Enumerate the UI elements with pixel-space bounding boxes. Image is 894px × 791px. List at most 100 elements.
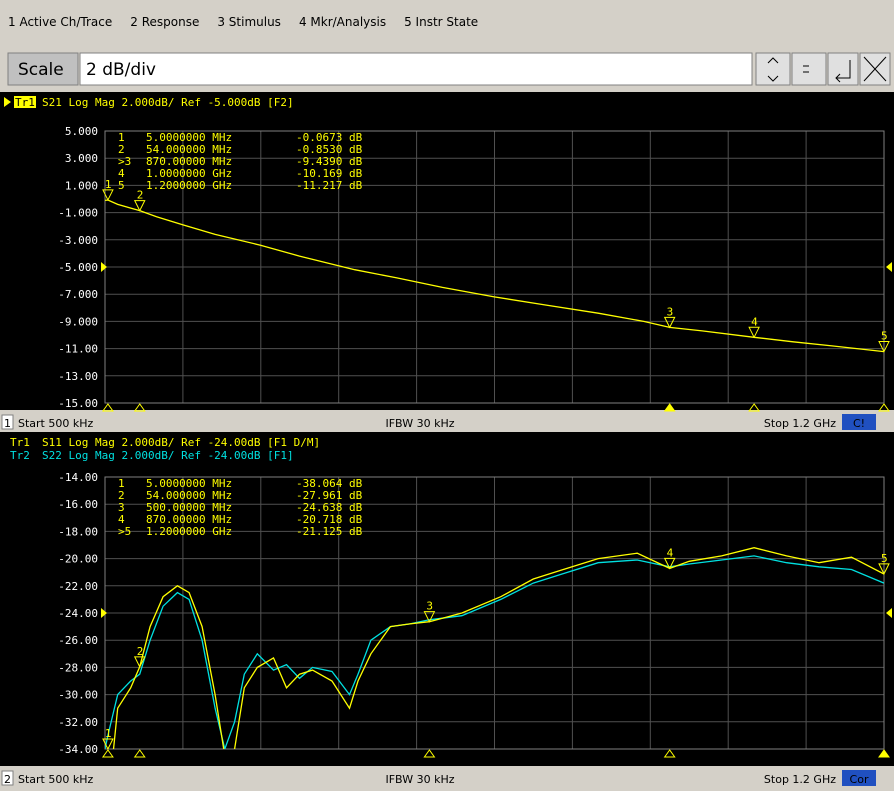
stimulus-marker bbox=[748, 403, 761, 412]
stimulus-marker bbox=[663, 403, 676, 412]
marker-response: -38.064 dB bbox=[296, 477, 363, 490]
y-tick-label: 3.000 bbox=[65, 152, 98, 165]
marker-response: -10.169 dB bbox=[296, 167, 363, 180]
y-tick-label: -32.00 bbox=[58, 716, 98, 729]
active-trace-badge bbox=[14, 96, 36, 108]
stimulus-marker bbox=[878, 749, 890, 758]
y-tick-label: -14.00 bbox=[58, 471, 98, 484]
trace bbox=[105, 199, 884, 353]
marker-response: -27.961 dB bbox=[296, 489, 363, 502]
marker-id: 1 bbox=[118, 131, 125, 144]
ref-arrow bbox=[101, 608, 107, 618]
trace bbox=[112, 547, 884, 749]
marker-id: >5 bbox=[118, 525, 131, 538]
menu-item[interactable]: 3 Stimulus bbox=[217, 15, 281, 29]
channel-box bbox=[1, 770, 14, 786]
stimulus-marker bbox=[133, 749, 146, 758]
ref-arrow bbox=[886, 262, 892, 272]
stimulus-marker bbox=[663, 749, 676, 758]
marker-stimulus: 5.0000000 MHz bbox=[146, 131, 232, 144]
y-tick-label: -34.00 bbox=[58, 743, 98, 756]
marker-number: 5 bbox=[881, 552, 888, 565]
ifbw: IFBW 30 kHz bbox=[385, 773, 454, 786]
y-tick-label: -22.00 bbox=[58, 580, 98, 593]
menu-bar bbox=[0, 0, 894, 42]
y-tick-label: -13.00 bbox=[58, 370, 98, 383]
marker-response: -11.217 dB bbox=[296, 179, 363, 192]
trace-header: S21 Log Mag 2.000dB/ Ref -5.000dB [F2] bbox=[42, 96, 294, 109]
marker-stimulus: 5.0000000 MHz bbox=[146, 477, 232, 490]
marker-stimulus: 870.00000 MHz bbox=[146, 513, 232, 526]
y-tick-label: -7.000 bbox=[58, 288, 98, 301]
marker-number: 3 bbox=[426, 600, 433, 613]
marker-id: 1 bbox=[118, 477, 125, 490]
stimulus-marker bbox=[133, 403, 146, 412]
marker-number: 1 bbox=[105, 727, 112, 740]
marker-stimulus: 870.00000 MHz bbox=[146, 155, 232, 168]
ref-arrow bbox=[101, 262, 107, 272]
y-tick-label: -18.00 bbox=[58, 525, 98, 538]
marker-response: -20.718 dB bbox=[296, 513, 363, 526]
marker-response: -24.638 dB bbox=[296, 501, 363, 514]
start-freq: Start 500 kHz bbox=[18, 773, 94, 786]
marker-id: 2 bbox=[118, 143, 125, 156]
spin-buttons[interactable] bbox=[755, 52, 891, 86]
trace-name: Tr2 bbox=[10, 449, 30, 462]
trace-header: S11 Log Mag 2.000dB/ Ref -24.00dB [F1 D/… bbox=[42, 436, 320, 449]
marker-number: 4 bbox=[667, 546, 674, 559]
y-tick-label: -26.00 bbox=[58, 634, 98, 647]
active-arrow bbox=[4, 97, 11, 107]
marker-number: 2 bbox=[137, 189, 144, 202]
ifbw: IFBW 30 kHz bbox=[385, 417, 454, 430]
menu-item[interactable]: 1 Active Ch/Trace bbox=[8, 15, 112, 29]
marker-number: 1 bbox=[105, 178, 112, 191]
marker-number: 5 bbox=[881, 330, 888, 343]
menu-item[interactable]: 2 Response bbox=[130, 15, 199, 29]
marker-stimulus: 1.2000000 GHz bbox=[146, 179, 232, 192]
y-tick-label: -1.000 bbox=[58, 207, 98, 220]
marker bbox=[423, 611, 436, 623]
marker bbox=[102, 189, 114, 202]
trace-name: Tr1 bbox=[15, 96, 35, 109]
stimulus-marker bbox=[878, 403, 890, 412]
menu-item[interactable]: 5 Instr State bbox=[404, 15, 478, 29]
channel-number: 1 bbox=[4, 417, 11, 430]
correction-tag: C! bbox=[853, 417, 865, 430]
correction-tag-box bbox=[842, 414, 876, 430]
marker-id: 5 bbox=[118, 179, 125, 192]
y-tick-label: -16.00 bbox=[58, 498, 98, 511]
channel-number: 2 bbox=[4, 773, 11, 786]
correction-tag: Cor bbox=[850, 773, 869, 786]
marker-id: 3 bbox=[118, 501, 125, 514]
channel-window bbox=[0, 432, 894, 766]
y-tick-label: -30.00 bbox=[58, 689, 98, 702]
marker-id: 4 bbox=[118, 513, 125, 526]
correction-tag-box bbox=[842, 770, 876, 786]
stimulus-marker bbox=[101, 749, 114, 758]
menu-item[interactable]: 4 Mkr/Analysis bbox=[299, 15, 386, 29]
y-tick-label: -24.00 bbox=[58, 607, 98, 620]
marker-id: >3 bbox=[118, 155, 131, 168]
status-bar bbox=[0, 412, 894, 432]
marker bbox=[663, 316, 676, 329]
start-freq: Start 500 kHz bbox=[18, 417, 94, 430]
marker bbox=[748, 326, 760, 339]
channel-window bbox=[0, 92, 894, 410]
marker-number: 3 bbox=[667, 305, 674, 318]
scale-input[interactable] bbox=[79, 52, 753, 86]
y-tick-label: 1.000 bbox=[65, 179, 98, 192]
marker-stimulus: 54.000000 MHz bbox=[146, 143, 232, 156]
channel-box bbox=[1, 414, 14, 430]
stimulus-marker bbox=[101, 403, 114, 412]
scale-label-box bbox=[7, 52, 79, 86]
marker bbox=[133, 656, 146, 668]
y-tick-label: -11.00 bbox=[58, 343, 98, 356]
marker-number: 4 bbox=[751, 315, 758, 328]
stimulus-marker bbox=[423, 749, 436, 758]
scale-value: 2 dB/div bbox=[86, 60, 156, 80]
marker-response: -9.4390 dB bbox=[296, 155, 363, 168]
status-bar bbox=[0, 768, 894, 788]
y-tick-label: -9.000 bbox=[58, 315, 98, 328]
